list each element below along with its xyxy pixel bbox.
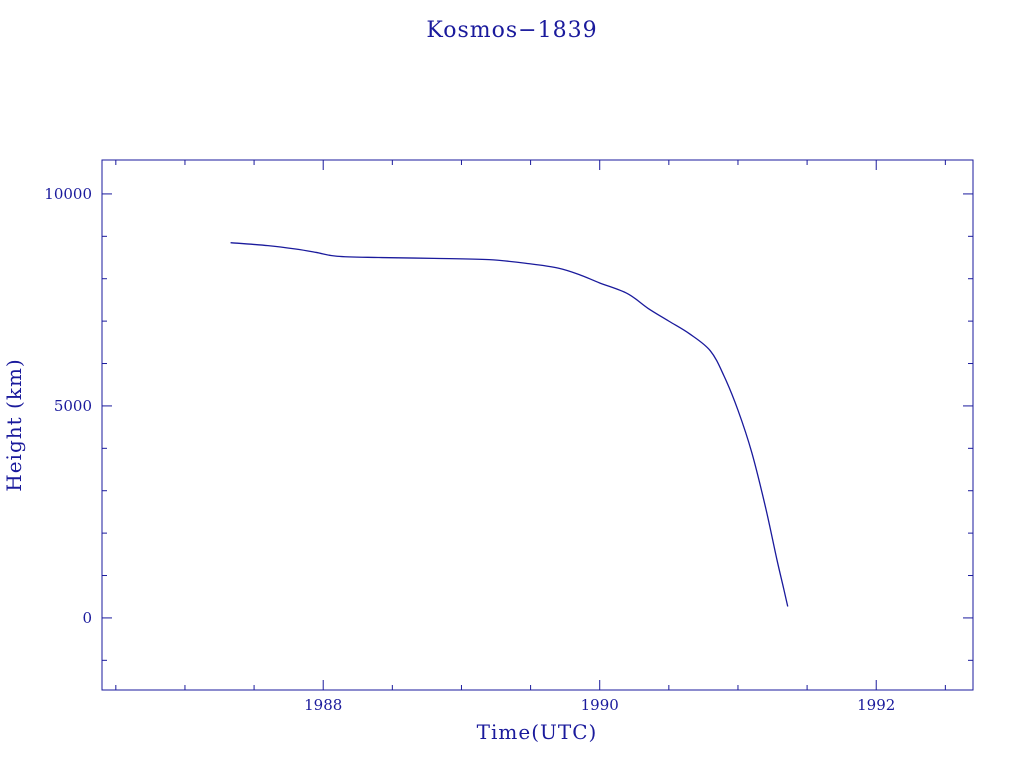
plot-frame <box>101 159 974 691</box>
x-tick-label: 1992 <box>857 696 895 714</box>
tick-labels-layer: 1988 1990 1992 0 5000 10000 <box>44 185 895 714</box>
x-axis-title: Time(UTC) <box>477 720 598 744</box>
chart-title: Kosmos−1839 <box>426 18 597 43</box>
y-axis-title: Height (km) <box>2 358 26 491</box>
y-tick-label: 10000 <box>44 185 92 203</box>
ticks-layer <box>102 160 973 690</box>
y-tick-label: 5000 <box>54 397 92 415</box>
series-line <box>230 242 789 607</box>
x-tick-label: 1988 <box>304 696 342 714</box>
x-tick-label: 1990 <box>581 696 619 714</box>
y-tick-label: 0 <box>82 609 92 627</box>
